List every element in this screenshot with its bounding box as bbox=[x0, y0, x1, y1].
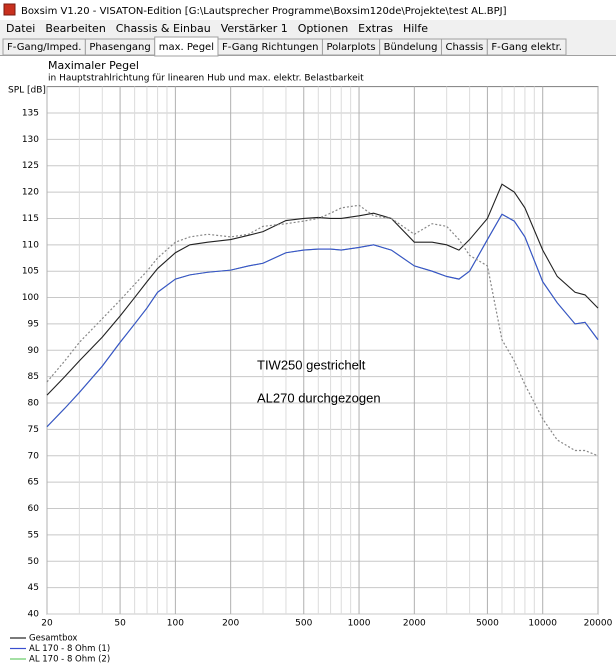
y-tick-label: 110 bbox=[22, 240, 39, 250]
y-tick-label: 120 bbox=[22, 188, 39, 198]
tab-label[interactable]: Bündelung bbox=[384, 42, 438, 53]
x-tick-label: 100 bbox=[167, 619, 184, 629]
menu-item[interactable]: Hilfe bbox=[403, 22, 428, 35]
annotation: AL270 durchgezogen bbox=[257, 390, 381, 405]
x-tick-label: 5000 bbox=[476, 619, 499, 629]
menu-item[interactable]: Extras bbox=[358, 22, 393, 35]
y-tick-label: 50 bbox=[28, 557, 40, 567]
y-tick-label: 75 bbox=[28, 425, 39, 435]
app-icon bbox=[3, 3, 16, 16]
y-tick-label: 40 bbox=[28, 610, 40, 620]
tab[interactable] bbox=[486, 38, 567, 56]
y-tick-label: 125 bbox=[22, 161, 39, 171]
y-tick-label: 130 bbox=[22, 135, 39, 145]
menu-item[interactable]: Chassis & Einbau bbox=[116, 22, 211, 35]
y-tick-label: 80 bbox=[28, 399, 40, 409]
y-tick-label: 65 bbox=[28, 478, 39, 488]
tab-label[interactable]: F-Gang Richtungen bbox=[222, 42, 318, 53]
series-line bbox=[46, 183, 599, 396]
legend-label: Gesamtbox bbox=[29, 634, 77, 644]
series-line bbox=[46, 204, 599, 457]
menu-item[interactable]: Datei bbox=[6, 22, 35, 35]
menu-item[interactable]: Optionen bbox=[298, 22, 348, 35]
y-tick-label: 90 bbox=[28, 346, 40, 356]
x-tick-label: 50 bbox=[114, 619, 126, 629]
tab-label[interactable]: F-Gang/Imped. bbox=[7, 42, 81, 53]
x-tick-label: 1000 bbox=[348, 619, 371, 629]
menu-item[interactable]: Bearbeiten bbox=[45, 22, 105, 35]
y-tick-label: 105 bbox=[22, 267, 39, 277]
series-line bbox=[46, 213, 599, 428]
legend-label: AL 170 - 8 Ohm (1) bbox=[29, 644, 110, 654]
y-tick-label: 45 bbox=[28, 583, 39, 593]
y-tick-label: 60 bbox=[28, 504, 40, 514]
tab-label[interactable]: max. Pegel bbox=[159, 42, 214, 53]
y-tick-label: 135 bbox=[22, 108, 39, 118]
x-tick-label: 2000 bbox=[403, 619, 426, 629]
title-bar bbox=[0, 0, 616, 20]
chart-subtitle: in Hauptstrahlrichtung für linearen Hub … bbox=[48, 74, 364, 84]
y-tick-label: 95 bbox=[28, 319, 39, 329]
legend-label: AL 170 - 8 Ohm (2) bbox=[29, 655, 110, 665]
y-tick-label: 85 bbox=[28, 372, 39, 382]
x-tick-label: 500 bbox=[295, 619, 312, 629]
tab-label[interactable]: Polarplots bbox=[326, 42, 375, 53]
annotation: TIW250 gestrichelt bbox=[257, 357, 366, 372]
tab-label[interactable]: F-Gang elektr. bbox=[491, 42, 562, 53]
x-tick-label: 200 bbox=[222, 619, 239, 629]
tab-label[interactable]: Chassis bbox=[445, 42, 483, 53]
y-tick-label: 115 bbox=[22, 214, 39, 224]
chart-title: Maximaler Pegel bbox=[48, 59, 139, 72]
y-tick-label: 55 bbox=[28, 530, 39, 540]
x-tick-label: 20000 bbox=[584, 619, 613, 629]
y-tick-label: 70 bbox=[28, 451, 40, 461]
y-tick-label: 100 bbox=[22, 293, 39, 303]
x-tick-label: 10000 bbox=[528, 619, 557, 629]
menu-item[interactable]: Verstärker 1 bbox=[221, 22, 288, 35]
window-title: Boxsim V1.20 - VISATON-Edition [G:\Lauts… bbox=[21, 6, 507, 17]
tab-label[interactable]: Phasengang bbox=[89, 42, 150, 53]
x-tick-label: 20 bbox=[41, 619, 53, 629]
y-axis-label: SPL [dB] bbox=[8, 86, 46, 96]
